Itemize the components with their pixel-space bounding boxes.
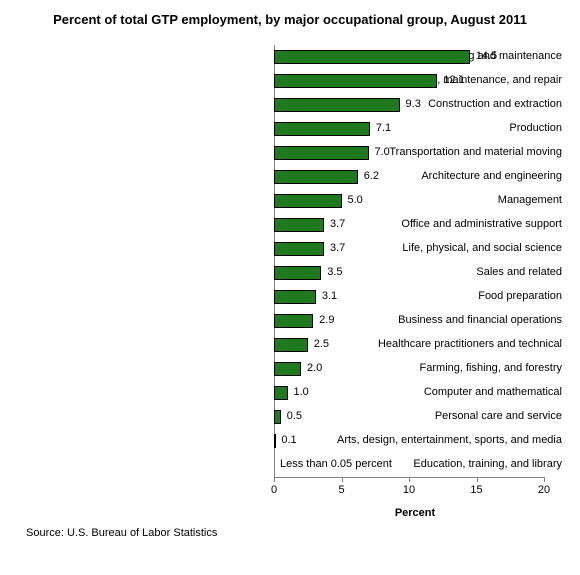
- x-tick: [342, 477, 343, 482]
- bar: [274, 50, 470, 64]
- value-label: 5.0: [348, 194, 363, 206]
- source-text: Source: U.S. Bureau of Labor Statistics: [26, 527, 562, 539]
- category-label: Life, physical, and social science: [320, 242, 562, 254]
- x-axis-label: Percent: [268, 507, 562, 519]
- category-label: Business and financial operations: [320, 314, 562, 326]
- bar: [274, 266, 321, 280]
- x-tick: [409, 477, 410, 482]
- category-label: Computer and mathematical: [320, 386, 562, 398]
- category-label: Office and administrative support: [320, 218, 562, 230]
- plot-area: 05101520Building and grounds cleaning an…: [24, 45, 562, 481]
- value-label: 2.0: [307, 362, 322, 374]
- value-label: 12.1: [443, 74, 464, 86]
- bar: [274, 362, 301, 376]
- x-tick-label: 20: [538, 484, 550, 496]
- bar: [274, 290, 316, 304]
- value-label: Less than 0.05 percent: [280, 458, 392, 470]
- x-tick: [544, 477, 545, 482]
- x-tick: [477, 477, 478, 482]
- value-label: 3.5: [327, 266, 342, 278]
- bar: [274, 98, 400, 112]
- value-label: 1.0: [294, 386, 309, 398]
- value-label: 3.7: [330, 218, 345, 230]
- value-label: 14.5: [476, 50, 497, 62]
- bar: [274, 434, 276, 448]
- x-tick-label: 10: [403, 484, 415, 496]
- category-label: Healthcare practitioners and technical: [320, 338, 562, 350]
- bar: [274, 338, 308, 352]
- value-label: 6.2: [364, 170, 379, 182]
- value-label: 2.5: [314, 338, 329, 350]
- value-label: 3.1: [322, 290, 337, 302]
- x-tick-label: 0: [271, 484, 277, 496]
- chart-container: Percent of total GTP employment, by majo…: [0, 0, 580, 549]
- bar: [274, 122, 370, 136]
- category-label: Personal care and service: [320, 410, 562, 422]
- bar: [274, 74, 437, 88]
- bar: [274, 170, 358, 184]
- value-label: 0.1: [281, 434, 296, 446]
- bar: [274, 386, 288, 400]
- x-tick-label: 15: [470, 484, 482, 496]
- bar: [274, 146, 369, 160]
- bar: [274, 410, 281, 424]
- bar: [274, 242, 324, 256]
- value-label: 0.5: [287, 410, 302, 422]
- value-label: 2.9: [319, 314, 334, 326]
- bar: [274, 218, 324, 232]
- x-tick-label: 5: [338, 484, 344, 496]
- category-label: Farming, fishing, and forestry: [320, 362, 562, 374]
- value-label: 7.1: [376, 122, 391, 134]
- category-label: Food preparation: [320, 290, 562, 302]
- value-label: 3.7: [330, 242, 345, 254]
- value-label: 9.3: [406, 98, 421, 110]
- chart-title: Percent of total GTP employment, by majo…: [18, 12, 562, 27]
- x-tick: [274, 477, 275, 482]
- category-label: Arts, design, entertainment, sports, and…: [320, 434, 562, 446]
- bar: [274, 194, 342, 208]
- bar: [274, 314, 313, 328]
- category-label: Sales and related: [320, 266, 562, 278]
- value-label: 7.0: [375, 146, 390, 158]
